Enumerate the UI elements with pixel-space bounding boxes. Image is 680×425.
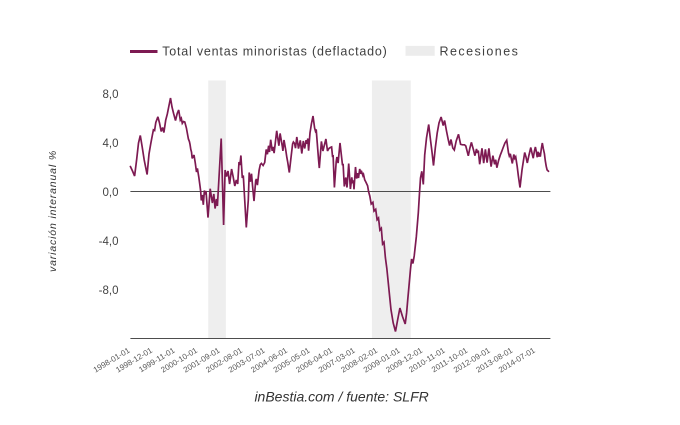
svg-text:8,0: 8,0 bbox=[103, 89, 119, 101]
svg-text:variación interanual %: variación interanual % bbox=[47, 150, 59, 272]
svg-text:4,0: 4,0 bbox=[103, 138, 119, 150]
svg-text:Recesiones: Recesiones bbox=[440, 45, 520, 59]
svg-text:Total ventas minoristas (defla: Total ventas minoristas (deflactado) bbox=[162, 45, 387, 59]
svg-text:-4,0: -4,0 bbox=[99, 236, 119, 248]
svg-text:-8,0: -8,0 bbox=[99, 285, 119, 297]
svg-text:inBestia.com / fuente: SLFR: inBestia.com / fuente: SLFR bbox=[254, 389, 428, 405]
svg-text:0,0: 0,0 bbox=[103, 187, 119, 199]
